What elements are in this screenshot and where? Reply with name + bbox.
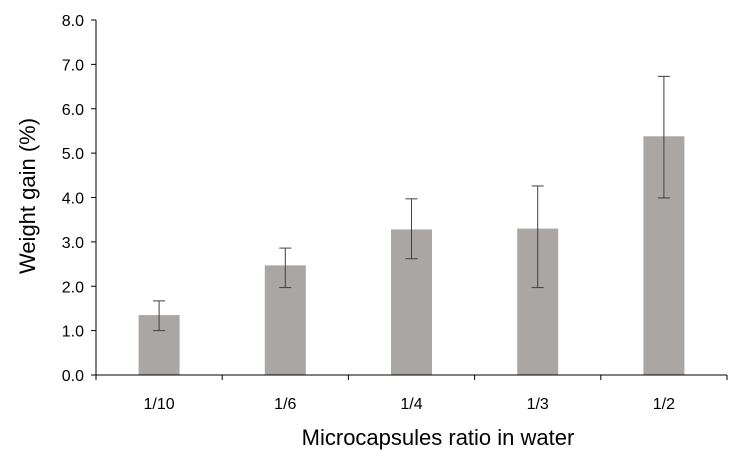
y-axis-ticks: 0.0 1.0 2.0 3.0 4.0 5.0 6.0 7.0 8.0 [62, 13, 96, 385]
y-tick-label-1: 1.0 [62, 324, 84, 341]
x-tick-label-0: 1/10 [144, 396, 175, 413]
bars-group [138, 136, 685, 375]
y-tick-label-6: 6.0 [62, 102, 84, 119]
y-tick-label-0: 0.0 [62, 368, 84, 385]
y-tick-label-5: 5.0 [62, 146, 84, 163]
y-tick-label-3: 3.0 [62, 235, 84, 252]
x-axis-title: Microcapsules ratio in water [302, 425, 575, 450]
error-bars-group [153, 75, 670, 332]
y-tick-label-4: 4.0 [62, 191, 84, 208]
x-tick-label-2: 1/4 [400, 396, 422, 413]
axes-group [95, 20, 727, 376]
y-axis-title: Weight gain (%) [15, 118, 40, 274]
x-tick-label-4: 1/2 [653, 396, 675, 413]
y-tick-label-8: 8.0 [62, 13, 84, 30]
x-tick-label-1: 1/6 [274, 396, 296, 413]
y-tick-label-2: 2.0 [62, 279, 84, 296]
y-tick-label-7: 7.0 [62, 57, 84, 74]
x-tick-label-3: 1/3 [527, 396, 549, 413]
x-axis-ticks: 1/10 1/6 1/4 1/3 1/2 [95, 375, 728, 413]
